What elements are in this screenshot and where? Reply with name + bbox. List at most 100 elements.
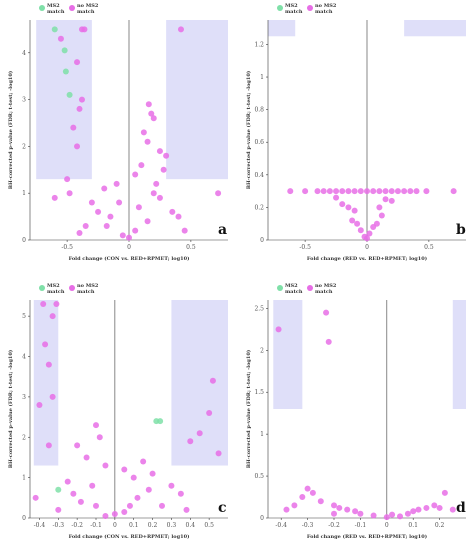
x-axis-label: Fold change (RED vs. RED+RPMET; log10)	[307, 255, 427, 262]
point-no-ms2-match	[107, 213, 114, 220]
point-no-ms2-match	[283, 506, 290, 513]
point-no-ms2-match	[364, 188, 370, 195]
significance-band	[268, 20, 296, 37]
point-ms2-match	[51, 26, 58, 33]
point-no-ms2-match	[326, 188, 333, 195]
point-no-ms2-match	[302, 188, 309, 195]
x-tick-label: 0.1	[408, 522, 418, 529]
point-no-ms2-match	[323, 309, 330, 316]
point-no-ms2-match	[175, 213, 182, 220]
point-no-ms2-match	[66, 190, 73, 197]
x-tick-label: 0	[385, 522, 389, 529]
point-no-ms2-match	[413, 188, 420, 195]
point-no-ms2-match	[309, 489, 316, 496]
y-tick-label: 0.6	[254, 139, 264, 146]
point-no-ms2-match	[130, 474, 137, 481]
point-no-ms2-match	[177, 26, 184, 33]
x-tick-label: 0.5	[186, 244, 196, 251]
x-tick-label: 0	[365, 244, 369, 251]
point-no-ms2-match	[70, 490, 77, 497]
point-no-ms2-match	[388, 188, 395, 195]
x-axis-label: Fold change (CON vs. RED+RPMET; log10)	[69, 255, 190, 262]
legend-no-ms2-match-swatch	[69, 285, 75, 291]
point-no-ms2-match	[394, 188, 401, 195]
point-no-ms2-match	[376, 204, 383, 211]
point-no-ms2-match	[144, 218, 151, 225]
x-tick-label: -0.2	[328, 522, 340, 529]
point-no-ms2-match	[89, 482, 96, 489]
point-no-ms2-match	[163, 152, 170, 159]
point-no-ms2-match	[436, 504, 443, 511]
y-tick-label: 2	[22, 143, 26, 150]
point-no-ms2-match	[134, 494, 141, 501]
y-tick-label: 3	[22, 394, 26, 401]
point-no-ms2-match	[401, 188, 408, 195]
point-no-ms2-match	[345, 204, 352, 211]
point-no-ms2-match	[357, 510, 364, 517]
point-ms2-match	[62, 68, 69, 75]
x-tick-label: 0.5	[204, 522, 214, 529]
point-no-ms2-match	[168, 482, 175, 489]
point-no-ms2-match	[389, 511, 396, 518]
x-tick-label: -0.4	[34, 522, 46, 529]
point-no-ms2-match	[187, 438, 194, 445]
legend-ms2-match-swatch	[39, 285, 45, 291]
point-no-ms2-match	[423, 188, 430, 195]
legend-ms2-match-label: MS2 match	[285, 283, 303, 295]
legend-ms2-match-swatch	[39, 5, 45, 11]
point-no-ms2-match	[88, 199, 95, 206]
point-no-ms2-match	[121, 466, 128, 473]
legend-no-ms2-match-swatch	[307, 5, 313, 11]
point-no-ms2-match	[49, 393, 56, 400]
point-no-ms2-match	[196, 430, 203, 437]
y-tick-label: 0.8	[254, 107, 264, 114]
point-no-ms2-match	[431, 502, 438, 509]
y-tick-label: 0.2	[254, 204, 264, 211]
panel-a: -0.5 0 0.5 0 1 2 3 4 Fold change (CON vs. RED+RP…	[7, 3, 228, 262]
y-tick-label: 0	[260, 515, 264, 522]
point-no-ms2-match	[370, 223, 377, 230]
panel-c: -0.4 -0.3 -0.2 -0.1 0 0.1 0.2 0.3 0.4 0.5 0 1 2 3 4 5 Fo…	[7, 283, 228, 540]
x-tick-label: 0	[127, 244, 131, 251]
point-no-ms2-match	[370, 188, 377, 195]
point-no-ms2-match	[449, 506, 456, 513]
point-no-ms2-match	[376, 188, 383, 195]
point-no-ms2-match	[145, 486, 152, 493]
x-tick-label: 0.2	[148, 522, 158, 529]
significance-band	[33, 300, 59, 466]
x-tick-label: -0.3	[302, 522, 314, 529]
point-ms2-match	[66, 91, 73, 98]
x-tick-label: 0	[113, 522, 117, 529]
point-no-ms2-match	[42, 341, 49, 348]
y-tick-label: 0	[22, 515, 26, 522]
legend-no-ms2-match-label: no MS2 match	[77, 3, 99, 15]
point-no-ms2-match	[93, 502, 99, 509]
point-no-ms2-match	[215, 450, 222, 457]
panel-label: a	[218, 222, 227, 238]
point-no-ms2-match	[388, 197, 395, 204]
point-no-ms2-match	[150, 115, 157, 122]
point-no-ms2-match	[138, 162, 145, 169]
x-tick-label: 0.1	[129, 522, 139, 529]
point-no-ms2-match	[45, 361, 52, 368]
point-no-ms2-match	[49, 313, 56, 320]
y-tick-label: 1.2	[254, 41, 264, 48]
point-no-ms2-match	[101, 185, 108, 192]
point-no-ms2-match	[169, 208, 176, 215]
y-tick-label: 0.4	[254, 172, 264, 179]
point-ms2-match	[157, 418, 164, 425]
y-tick-label: 2.5	[254, 305, 264, 312]
significance-band	[273, 300, 303, 409]
point-no-ms2-match	[140, 129, 147, 136]
point-no-ms2-match	[55, 506, 62, 513]
y-tick-label: 0.5	[254, 473, 264, 480]
point-no-ms2-match	[349, 217, 356, 224]
legend-no-ms2-match-label: no MS2 match	[315, 283, 337, 295]
point-no-ms2-match	[357, 188, 364, 195]
point-no-ms2-match	[77, 498, 84, 505]
point-no-ms2-match	[156, 148, 163, 155]
point-no-ms2-match	[397, 513, 403, 520]
point-no-ms2-match	[83, 454, 90, 461]
point-no-ms2-match	[378, 212, 385, 219]
x-tick-label: 0.5	[424, 244, 434, 251]
